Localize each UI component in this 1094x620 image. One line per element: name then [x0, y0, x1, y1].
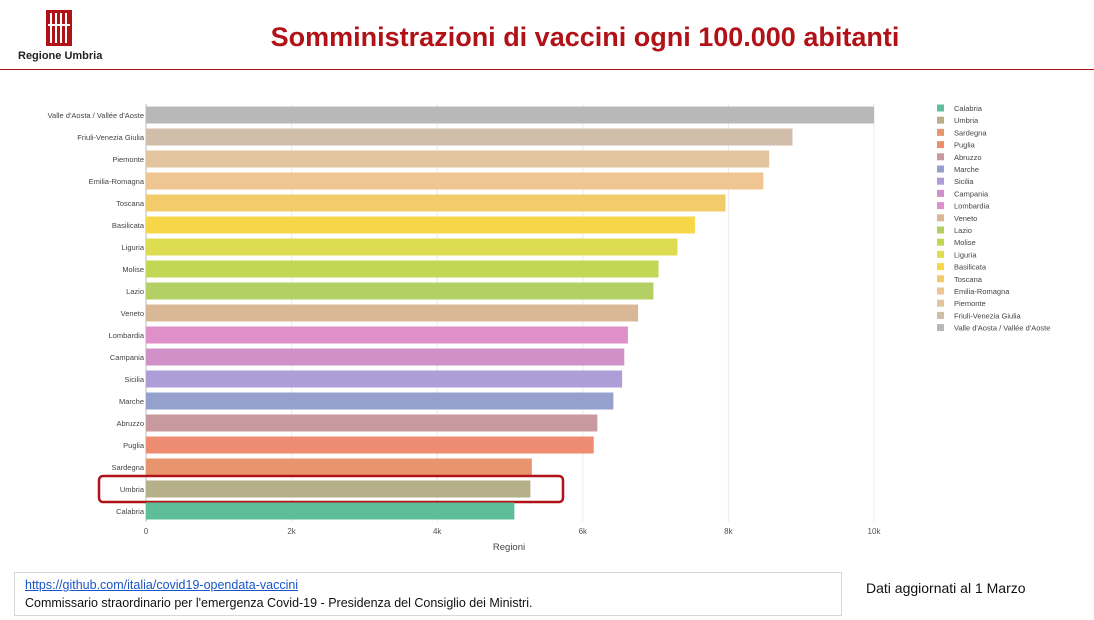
logo: Regione Umbria: [18, 10, 118, 65]
source-link[interactable]: https://github.com/italia/covid19-openda…: [25, 578, 299, 592]
legend-swatch: [937, 202, 944, 210]
bar: [146, 282, 654, 300]
legend-swatch: [937, 165, 944, 173]
legend-swatch: [937, 238, 944, 246]
y-tick-label: Toscana: [116, 199, 145, 208]
legend-swatch: [937, 128, 944, 136]
legend-label: Campania: [954, 189, 989, 198]
bar: [146, 348, 625, 366]
bar: [146, 216, 695, 234]
bar: [146, 392, 614, 410]
update-note: Dati aggiornati al 1 Marzo: [866, 580, 1026, 596]
y-tick-label: Lombardia: [109, 331, 145, 340]
bar: [146, 370, 623, 388]
bar: [146, 128, 793, 146]
y-tick-label: Piemonte: [112, 155, 144, 164]
bar: [146, 436, 594, 454]
legend-label: Toscana: [954, 275, 983, 284]
source-box: https://github.com/italia/covid19-openda…: [14, 572, 842, 616]
legend-label: Abruzzo: [954, 153, 982, 162]
legend-label: Umbria: [954, 116, 979, 125]
legend-swatch: [937, 287, 944, 295]
bar: [146, 414, 598, 432]
bar: [146, 150, 770, 168]
legend-swatch: [937, 177, 944, 185]
legend-label: Valle d'Aosta / Vallée d'Aoste: [954, 324, 1050, 333]
y-tick-label: Valle d'Aosta / Vallée d'Aoste: [48, 111, 144, 120]
y-tick-label: Puglia: [123, 441, 145, 450]
highlight-box: [97, 474, 565, 504]
y-tick-label: Sardegna: [111, 463, 144, 472]
legend-swatch: [937, 250, 944, 258]
legend-swatch: [937, 214, 944, 222]
y-tick-label: Veneto: [121, 309, 144, 318]
regione-umbria-logo-icon: [46, 10, 72, 46]
legend-label: Puglia: [954, 141, 976, 150]
y-tick-label: Umbria: [120, 485, 145, 494]
source-credit: Commissario straordinario per l'emergenz…: [25, 596, 533, 610]
legend-swatch: [937, 226, 944, 234]
legend-swatch: [937, 263, 944, 271]
bar: [146, 194, 726, 212]
legend-swatch: [937, 299, 944, 307]
legend-label: Emilia-Romagna: [954, 287, 1010, 296]
y-tick-label: Campania: [110, 353, 145, 362]
y-tick-label: Abruzzo: [116, 419, 144, 428]
x-tick-label: 8k: [724, 527, 733, 536]
legend-swatch: [937, 116, 944, 124]
y-tick-label: Lazio: [126, 287, 144, 296]
legend-swatch: [937, 104, 944, 112]
legend-label: Molise: [954, 238, 976, 247]
legend-label: Piemonte: [954, 299, 986, 308]
legend-label: Sardegna: [954, 128, 987, 137]
legend-label: Veneto: [954, 214, 977, 223]
bar: [146, 326, 628, 344]
bar-chart: 0 2k 4k 6k 8k 10k Valle d'Aosta / Vallée d'Aos…: [48, 104, 1050, 553]
x-tick-label: 6k: [579, 527, 588, 536]
x-axis-title: Regioni: [493, 542, 525, 553]
legend-label: Sicilia: [954, 177, 974, 186]
bar: [146, 106, 874, 124]
legend-label: Basilicata: [954, 263, 987, 272]
y-tick-label: Friuli-Venezia Giulia: [77, 133, 145, 142]
header-divider: [0, 69, 1094, 70]
legend-label: Liguria: [954, 250, 977, 259]
bar: [146, 238, 678, 256]
x-tick-label: 4k: [433, 527, 442, 536]
org-name: Regione Umbria: [18, 50, 103, 62]
legend-swatch: [937, 153, 944, 161]
y-tick-label: Basilicata: [112, 221, 145, 230]
x-tick-label: 2k: [287, 527, 296, 536]
y-tick-label: Sicilia: [124, 375, 144, 384]
legend-label: Marche: [954, 165, 979, 174]
legend-swatch: [937, 311, 944, 319]
legend-swatch: [937, 141, 944, 149]
x-tick-label: 10k: [868, 527, 882, 536]
bar: [146, 502, 515, 520]
page-title: Somministrazioni di vaccini ogni 100.000…: [270, 22, 900, 52]
legend-label: Friuli-Venezia Giulia: [954, 311, 1022, 320]
legend-label: Lombardia: [954, 202, 990, 211]
x-tick-label: 0: [144, 527, 149, 536]
legend-swatch: [937, 324, 944, 332]
legend-swatch: [937, 275, 944, 283]
y-tick-label: Molise: [122, 265, 144, 274]
bar: [146, 304, 639, 322]
y-tick-label: Calabria: [116, 507, 145, 516]
bar: [146, 172, 764, 190]
legend-label: Calabria: [954, 104, 983, 113]
y-tick-label: Emilia-Romagna: [89, 177, 145, 186]
y-tick-label: Liguria: [121, 243, 144, 252]
bar: [146, 480, 531, 498]
legend-swatch: [937, 189, 944, 197]
bar: [146, 458, 532, 476]
legend-label: Lazio: [954, 226, 972, 235]
bar: [146, 260, 659, 278]
y-tick-label: Marche: [119, 397, 144, 406]
